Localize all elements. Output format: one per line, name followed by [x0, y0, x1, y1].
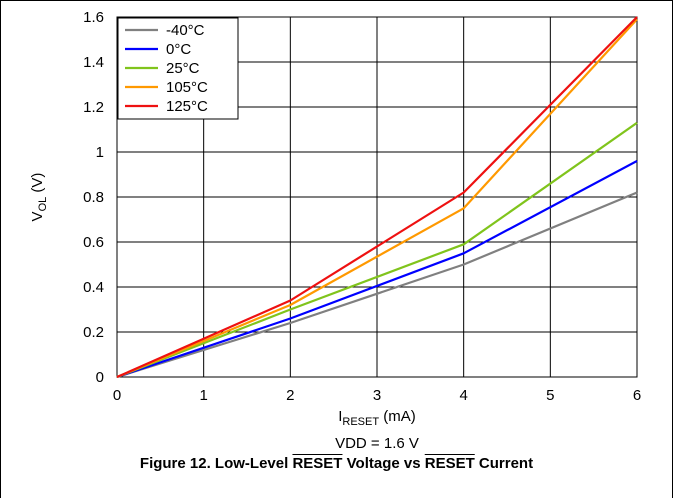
legend-label: 125°C	[166, 98, 208, 115]
y-tick-label: 1.2	[83, 99, 104, 116]
x-axis-title-unit: (mA)	[379, 408, 416, 425]
x-tick-label: 4	[459, 387, 467, 404]
x-tick-label: 2	[286, 387, 294, 404]
caption-reset-overline-1: RESET	[292, 455, 343, 472]
y-tick-label: 1	[96, 144, 104, 161]
legend-label: 25°C	[166, 60, 200, 77]
x-tick-labels: 0 1 2 3 4 5 6	[113, 387, 641, 404]
y-tick-label: 0.2	[83, 324, 104, 341]
y-tick-label: 0.8	[83, 189, 104, 206]
x-tick-label: 5	[546, 387, 554, 404]
y-axis-title-sub: OL	[37, 197, 49, 212]
series-line-125C	[116, 16, 638, 379]
condition-label: VDD = 1.6 V	[335, 435, 419, 450]
caption-middle: Voltage vs	[342, 455, 425, 472]
plot-area	[116, 16, 638, 378]
series-line-0C	[116, 160, 638, 379]
series-lines	[116, 16, 638, 379]
x-tick-label: 3	[373, 387, 381, 404]
y-tick-label: 1.4	[83, 54, 104, 71]
caption-prefix: Figure 12. Low-Level	[139, 455, 293, 472]
series-line-25C	[116, 121, 638, 379]
x-axis-title-sub: RESET	[342, 416, 379, 428]
y-tick-labels: 0 0.2 0.4 0.6 0.8 1 1.2 1.4 1.6	[83, 9, 104, 386]
y-axis-title-main: V	[29, 211, 46, 221]
chart: 0 1 2 3 4 5 6 0 0.2 0.4 0.6 0.8 1 1.2 1.4 1.6 -40°C 0°C…	[29, 9, 641, 450]
x-axis-title-main: I	[338, 408, 342, 425]
y-tick-label: 0.6	[83, 234, 104, 251]
series-line-105C	[116, 18, 638, 379]
legend: -40°C 0°C 25°C 105°C 125°C	[117, 17, 239, 120]
legend-label: 105°C	[166, 79, 208, 96]
series-line--40C	[116, 191, 638, 379]
x-tick-label: 0	[113, 387, 121, 404]
y-tick-label: 0.4	[83, 279, 104, 296]
y-axis-title: VOL (V)	[29, 173, 49, 222]
y-axis-title-unit: (V)	[29, 173, 46, 197]
y-tick-label: 1.6	[83, 9, 104, 26]
y-tick-label: 0	[96, 369, 104, 386]
x-axis-title: IRESET (mA)	[338, 408, 416, 428]
x-tick-label: 1	[199, 387, 207, 404]
caption-reset-overline-2: RESET	[424, 455, 475, 472]
legend-label: 0°C	[166, 41, 191, 58]
figure-caption: Figure 12. Low-Level RESET Voltage vs RE…	[0, 455, 673, 472]
caption-suffix: Current	[474, 455, 534, 472]
x-tick-label: 6	[633, 387, 641, 404]
legend-label: -40°C	[166, 22, 205, 39]
